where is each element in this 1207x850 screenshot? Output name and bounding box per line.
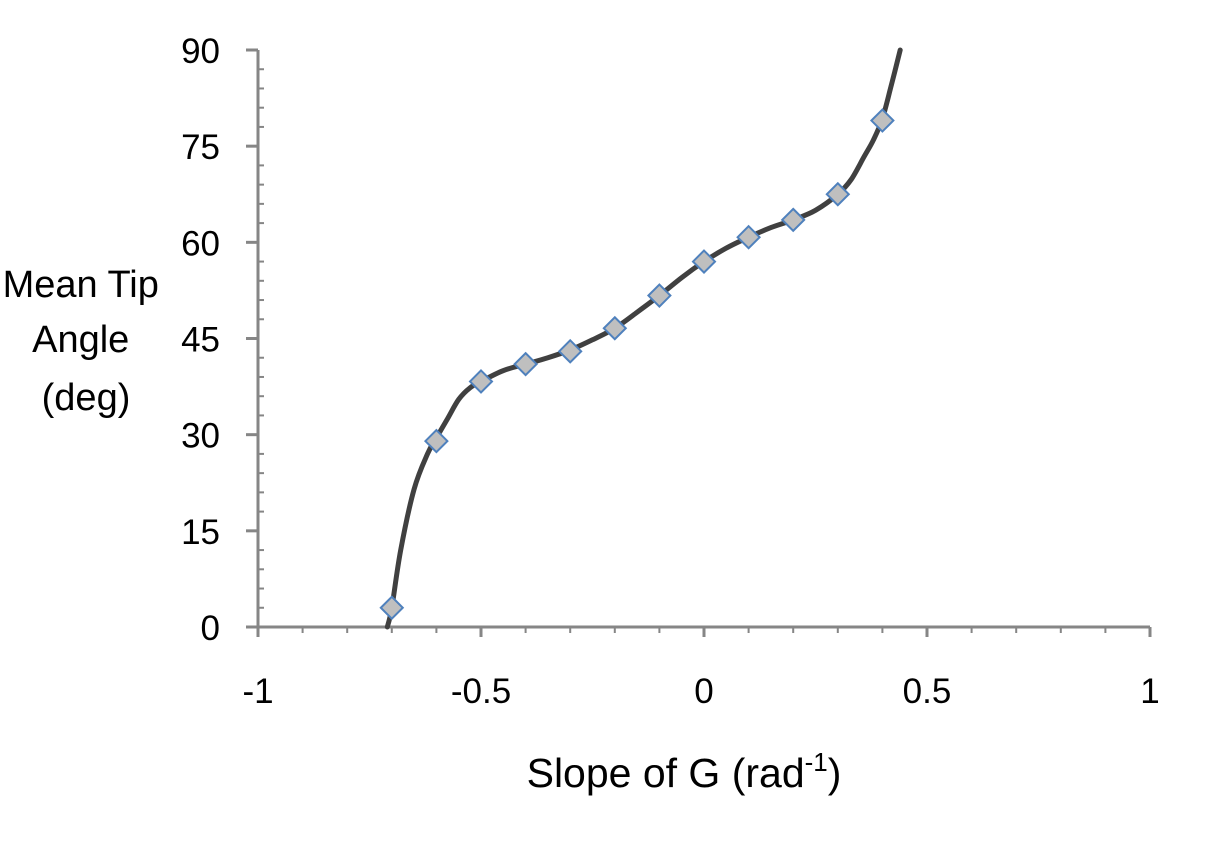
axes [246, 48, 1152, 637]
x-tick-label: 0 [694, 672, 713, 711]
y-tick-label: 60 [181, 224, 220, 263]
y-axis-label: Mean Tip Angle (deg) [3, 264, 170, 419]
y-tick-label: 75 [181, 128, 220, 167]
data-point [513, 351, 539, 377]
x-axis-label-superscript: -1 [805, 747, 828, 777]
y-tick-label: 0 [201, 609, 220, 648]
y-tick-label: 90 [181, 32, 220, 71]
data-point [825, 181, 851, 207]
y-axis-label-line-3: (deg) [42, 377, 131, 419]
data-point [646, 283, 672, 308]
y-tick-label: 30 [181, 417, 220, 456]
data-point [691, 249, 717, 274]
x-tick-label: -0.5 [451, 672, 511, 711]
y-tick-label: 45 [181, 321, 220, 360]
x-tick-labels: -1 -0.5 0 0.5 1 [242, 672, 1159, 711]
y-axis-label-line-1: Mean Tip [3, 264, 159, 306]
x-axis-label-suffix: ) [828, 750, 842, 796]
y-tick-label: 15 [181, 513, 220, 552]
x-axis-label-main: Slope of G (rad [527, 750, 805, 796]
curve-layer [384, 47, 903, 630]
marker-layer [379, 108, 895, 621]
y-tick-labels: 0 15 30 45 60 75 90 [181, 32, 220, 648]
data-point [423, 428, 449, 454]
x-tick-label: 1 [1140, 672, 1159, 711]
x-tick-label: -1 [242, 672, 273, 711]
data-point [379, 595, 405, 621]
data-point [557, 338, 583, 364]
x-tick-label: 0.5 [903, 672, 952, 711]
x-axis-label: Slope of G (rad-1) [527, 747, 842, 796]
y-axis-label-line-2: Angle [32, 319, 129, 361]
data-point [780, 207, 806, 233]
data-point [468, 369, 494, 394]
data-point [736, 224, 762, 250]
series-line [384, 47, 903, 630]
data-point [869, 108, 895, 133]
data-point [602, 315, 628, 341]
